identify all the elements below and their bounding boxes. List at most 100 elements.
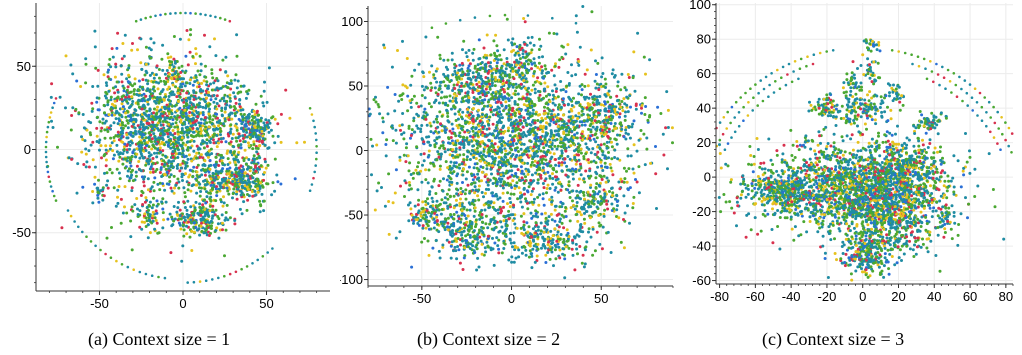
data-point xyxy=(122,145,126,149)
data-point xyxy=(260,140,264,144)
data-point xyxy=(408,201,412,205)
data-point xyxy=(208,45,212,49)
data-point xyxy=(510,255,514,259)
data-point xyxy=(225,169,229,173)
data-point xyxy=(460,61,464,65)
data-point xyxy=(147,116,151,119)
data-point xyxy=(503,90,506,94)
data-point xyxy=(235,139,239,143)
data-point xyxy=(507,258,511,262)
data-point xyxy=(166,87,170,91)
data-point xyxy=(537,99,541,102)
data-point xyxy=(474,131,478,135)
data-point xyxy=(198,205,202,209)
data-point xyxy=(147,46,151,50)
data-point xyxy=(464,114,468,118)
data-point xyxy=(172,35,176,38)
data-point xyxy=(577,169,581,172)
data-point xyxy=(477,114,481,118)
data-point xyxy=(587,161,591,165)
data-point xyxy=(507,117,511,121)
data-point xyxy=(265,100,269,104)
data-point xyxy=(200,173,204,177)
data-point xyxy=(427,135,431,139)
data-point xyxy=(477,130,481,134)
data-point xyxy=(104,158,108,162)
data-point xyxy=(198,175,202,179)
data-point xyxy=(537,139,541,143)
data-point xyxy=(194,47,198,51)
data-point xyxy=(629,154,633,158)
data-point xyxy=(141,78,145,82)
data-point xyxy=(516,168,520,172)
data-point xyxy=(473,175,477,179)
data-point xyxy=(141,125,145,129)
data-point xyxy=(397,99,401,103)
data-point xyxy=(195,156,199,160)
data-point xyxy=(535,254,539,258)
data-point xyxy=(441,101,445,105)
data-point xyxy=(143,99,147,103)
data-point xyxy=(401,112,405,115)
data-point xyxy=(220,213,224,217)
data-point xyxy=(120,121,124,125)
data-point xyxy=(124,111,128,115)
outlier-point xyxy=(46,125,50,129)
data-point xyxy=(450,131,454,135)
data-point xyxy=(199,190,203,193)
data-point xyxy=(446,148,450,152)
data-point xyxy=(245,90,249,94)
data-point xyxy=(193,206,197,210)
outlier-point xyxy=(49,111,53,114)
data-point xyxy=(428,121,432,125)
data-point xyxy=(220,140,223,144)
data-point xyxy=(610,140,613,144)
data-point xyxy=(161,133,165,137)
data-point xyxy=(410,128,414,132)
data-point xyxy=(435,117,438,121)
data-point xyxy=(434,192,438,195)
data-point xyxy=(627,167,631,171)
data-point xyxy=(197,121,201,125)
data-point xyxy=(117,159,121,163)
data-point xyxy=(127,64,131,68)
data-point xyxy=(164,200,168,204)
data-point xyxy=(202,79,206,83)
data-point xyxy=(454,147,458,151)
data-point xyxy=(477,38,481,42)
data-point xyxy=(167,167,171,171)
data-point xyxy=(516,136,520,140)
data-point xyxy=(451,99,455,103)
data-point xyxy=(175,95,179,99)
data-point xyxy=(499,121,503,125)
data-point xyxy=(215,120,219,124)
data-point xyxy=(203,100,207,104)
data-point xyxy=(165,120,169,124)
data-point xyxy=(480,213,484,216)
data-point xyxy=(536,154,539,158)
data-point xyxy=(442,146,446,150)
data-point xyxy=(377,105,381,109)
data-point xyxy=(241,118,245,122)
data-point xyxy=(140,175,144,179)
data-point xyxy=(477,108,480,112)
data-point xyxy=(142,184,146,188)
data-point xyxy=(121,211,125,215)
data-point xyxy=(448,129,452,133)
data-point xyxy=(145,121,149,125)
data-point xyxy=(515,108,519,112)
data-point xyxy=(666,167,669,171)
data-point xyxy=(489,200,493,204)
data-point xyxy=(91,140,95,144)
data-point xyxy=(236,144,240,148)
data-point xyxy=(623,211,627,215)
data-point xyxy=(172,174,176,178)
data-point xyxy=(424,178,428,182)
outlier-point xyxy=(45,160,48,164)
data-point xyxy=(147,113,151,117)
data-point xyxy=(163,163,167,166)
data-point xyxy=(443,150,447,154)
data-point xyxy=(588,169,592,173)
data-point xyxy=(176,156,180,159)
data-point xyxy=(144,62,148,66)
